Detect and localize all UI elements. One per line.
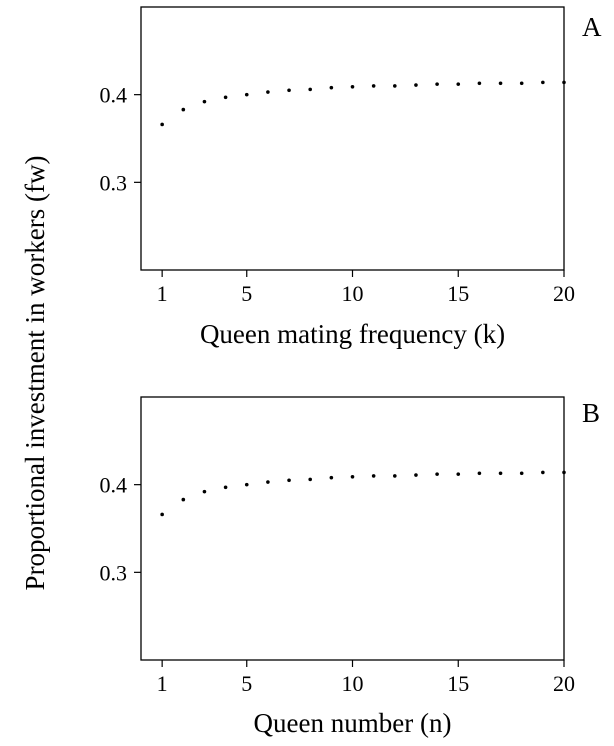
panel-label: A bbox=[582, 12, 602, 42]
data-point bbox=[541, 80, 545, 85]
data-point bbox=[393, 84, 397, 88]
data-point bbox=[329, 85, 334, 90]
x-tick-label: 10 bbox=[342, 281, 364, 306]
y-axis-label: Proportional investment in workers (fw) bbox=[20, 156, 50, 591]
data-point bbox=[181, 497, 186, 502]
data-point bbox=[456, 472, 461, 476]
x-axis-label: Queen number (n) bbox=[254, 708, 452, 738]
data-point bbox=[519, 471, 524, 476]
y-tick-label: 0.3 bbox=[100, 170, 128, 195]
data-point bbox=[244, 92, 249, 97]
data-point bbox=[160, 512, 164, 517]
plot-frame bbox=[140, 6, 565, 271]
x-tick-label: 20 bbox=[553, 671, 575, 696]
data-point bbox=[414, 473, 418, 477]
data-point bbox=[287, 478, 291, 483]
data-point bbox=[308, 477, 313, 482]
data-point bbox=[160, 122, 164, 127]
y-tick-label: 0.4 bbox=[100, 473, 128, 498]
data-point bbox=[498, 471, 503, 476]
data-point bbox=[371, 84, 376, 88]
data-point bbox=[223, 95, 228, 100]
data-point bbox=[350, 474, 355, 479]
x-tick-label: 5 bbox=[241, 671, 252, 696]
x-tick-label: 15 bbox=[447, 671, 469, 696]
data-point bbox=[266, 90, 270, 94]
data-point bbox=[519, 81, 524, 86]
data-point bbox=[181, 107, 186, 112]
x-tick-label: 20 bbox=[553, 281, 575, 306]
x-tick-label: 15 bbox=[447, 281, 469, 306]
data-point bbox=[393, 474, 397, 478]
data-point bbox=[287, 88, 291, 93]
data-point bbox=[329, 475, 334, 480]
panel-label: B bbox=[582, 398, 600, 428]
data-point bbox=[435, 82, 439, 86]
data-point bbox=[456, 82, 461, 86]
data-point bbox=[371, 474, 376, 478]
plot-frame bbox=[140, 396, 565, 661]
data-point bbox=[350, 84, 355, 89]
data-point bbox=[244, 482, 249, 487]
data-point bbox=[541, 470, 545, 475]
data-point bbox=[308, 87, 313, 92]
data-point bbox=[498, 81, 503, 86]
data-point bbox=[435, 472, 439, 476]
data-point bbox=[562, 470, 566, 475]
data-point bbox=[223, 485, 228, 490]
data-point bbox=[202, 489, 207, 494]
data-point bbox=[266, 480, 270, 484]
x-tick-label: 1 bbox=[157, 281, 168, 306]
y-tick-label: 0.3 bbox=[100, 560, 128, 585]
data-point bbox=[477, 471, 482, 476]
data-point bbox=[562, 80, 566, 85]
y-tick-label: 0.4 bbox=[100, 83, 128, 108]
x-tick-label: 1 bbox=[157, 671, 168, 696]
data-point bbox=[477, 81, 482, 86]
data-point bbox=[414, 83, 418, 87]
x-axis-label: Queen mating frequency (k) bbox=[200, 319, 505, 349]
x-tick-label: 5 bbox=[241, 281, 252, 306]
data-point bbox=[202, 99, 207, 104]
x-tick-label: 10 bbox=[342, 671, 364, 696]
